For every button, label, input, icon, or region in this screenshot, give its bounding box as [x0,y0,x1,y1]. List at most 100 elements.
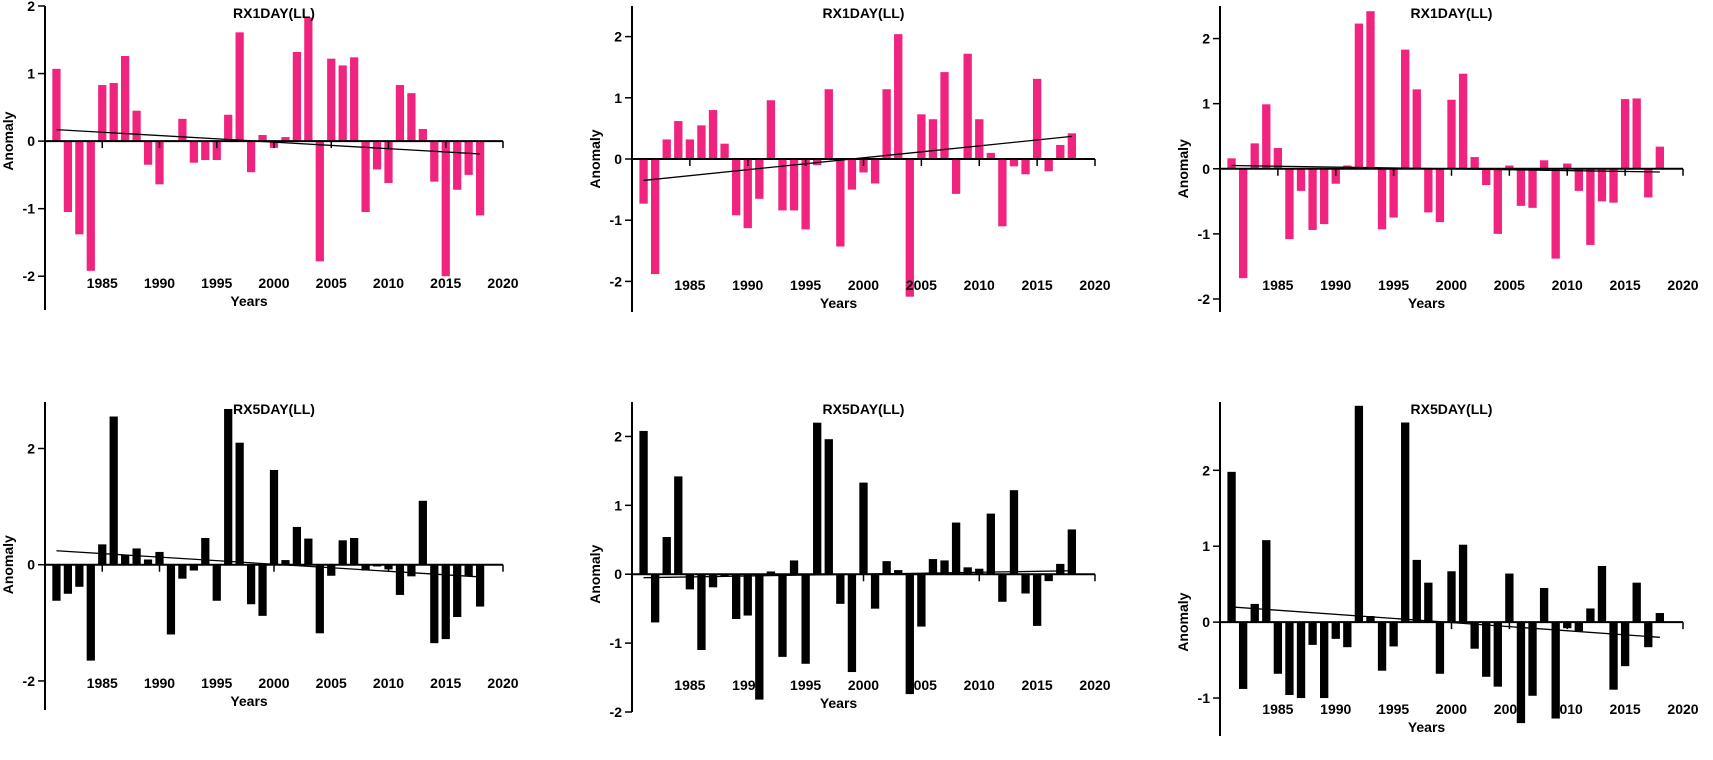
x-tick-label-1985: 1985 [1262,277,1293,293]
bar-2008 [1539,587,1549,623]
bar-1991 [166,564,176,635]
x-tick-label-1990: 1990 [1320,701,1351,717]
x-tick-label-1985: 1985 [87,675,118,691]
bar-1992 [766,571,776,575]
chart-title: RX5DAY(LL) [823,401,905,417]
x-tick-label-2015: 2015 [430,675,461,691]
bar-1991 [755,159,764,199]
y-tick-label-2: 2 [1202,31,1210,47]
bar-1991 [1343,622,1352,648]
bar-1992 [1354,405,1364,623]
bar-1987 [121,55,130,142]
x-tick-label-1995: 1995 [1378,701,1409,717]
y-tick-label--1: -1 [1198,226,1211,242]
bar-2000 [1447,571,1456,623]
bar-2016 [1044,159,1053,172]
bar-1981 [639,430,648,575]
bar-1996 [813,422,822,575]
chart-title: RX1DAY(LL) [233,5,315,21]
bar-1990 [1331,622,1340,639]
bar-1983 [1250,603,1259,623]
x-tick-label-2015: 2015 [430,275,461,291]
x-tick-label-2000: 2000 [258,675,289,691]
bar-1999 [847,159,857,190]
bar-2013 [1597,565,1607,623]
bar-1995 [212,564,221,601]
bar-1984 [1262,104,1271,169]
bar-2015 [1032,78,1042,159]
bar-1998 [246,141,256,173]
bar-1997 [1412,89,1421,169]
y-tick-label-2: 2 [614,29,622,45]
bar-1989 [732,159,741,216]
bar-2008 [951,522,961,575]
x-tick-label-1995: 1995 [790,277,821,293]
y-tick-label-2: 2 [27,0,35,14]
bar-2001 [1458,544,1468,623]
bar-2009 [1551,168,1560,259]
bar-1982 [63,564,73,594]
bar-1983 [662,139,671,159]
bar-2011 [1574,168,1583,191]
bar-2001 [870,574,880,609]
bar-1991 [755,574,764,700]
y-tick-label-0: 0 [27,133,35,149]
x-axis-label: Years [1408,719,1446,735]
bar-1985 [98,544,107,565]
bar-1992 [766,100,776,159]
bar-2014 [1021,159,1030,175]
bar-1994 [1377,622,1387,671]
bar-1993 [1366,11,1375,169]
x-axis-label: Years [230,293,268,309]
bar-2010 [975,568,984,575]
x-tick-label-2010: 2010 [373,675,404,691]
bar-2013 [418,128,427,142]
bar-2013 [1009,159,1019,167]
x-tick-label-2020: 2020 [1079,677,1110,693]
chart-panel-2: 1985 1990 1995 2000 2005 2010 2015 2020 -2 -1 0 1 2 R… [587,5,1111,312]
bar-1987 [1296,168,1306,191]
y-tick-label--1: -1 [610,212,623,228]
bar-1984 [86,564,95,661]
bar-1992 [178,118,187,142]
bar-1985 [685,574,695,590]
bar-1995 [1389,168,1398,218]
bar-2007 [940,72,949,159]
bar-1995 [801,159,810,230]
bar-2011 [1574,622,1583,632]
bar-2015 [441,564,450,640]
bar-1989 [1320,622,1329,699]
bar-2003 [894,34,903,159]
bar-1994 [789,159,799,211]
x-tick-label-2020: 2020 [487,675,518,691]
x-tick-label-2000: 2000 [1436,277,1467,293]
bar-1981 [52,68,61,142]
bar-2002 [292,51,302,142]
bar-1988 [720,574,729,577]
bar-1997 [1412,559,1421,623]
bar-1990 [743,574,752,616]
bar-1995 [212,141,221,161]
bar-2006 [928,559,938,575]
bar-2014 [430,141,439,182]
bar-2008 [951,159,961,194]
x-tick-label-2010: 2010 [964,277,995,293]
bar-2009 [1551,622,1560,719]
x-tick-label-2015: 2015 [1610,701,1641,717]
bar-2002 [1470,622,1479,649]
bar-2002 [882,561,891,575]
bar-1986 [109,83,118,142]
bar-2000 [269,469,279,565]
bar-1990 [1331,168,1340,184]
x-tick-label-1990: 1990 [1320,277,1351,293]
bar-1981 [639,159,648,204]
bar-2006 [1516,168,1526,206]
bar-2011 [986,513,995,575]
bar-1984 [674,121,683,159]
x-tick-label-1985: 1985 [674,677,705,693]
bar-1989 [1320,168,1329,225]
y-tick-label--2: -2 [23,673,36,689]
bar-2013 [418,500,427,565]
bar-1997 [235,442,244,565]
bar-2014 [430,564,439,644]
